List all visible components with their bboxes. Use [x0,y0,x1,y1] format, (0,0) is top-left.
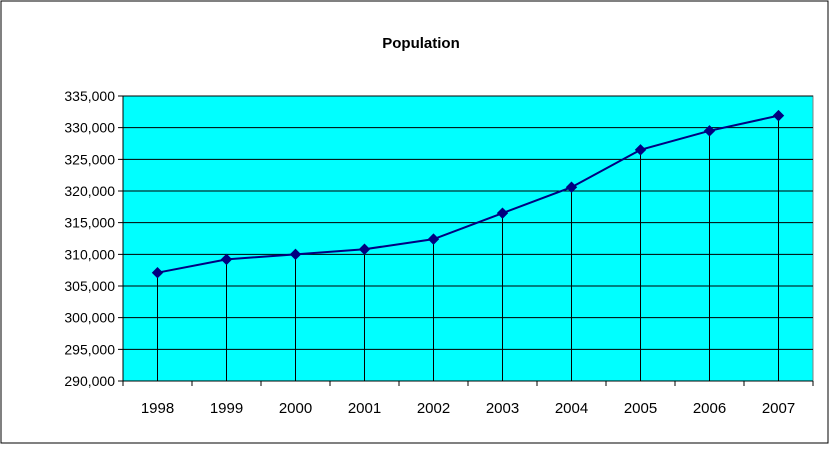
y-tick-label: 300,000 [64,310,115,326]
x-tick-label: 2004 [555,400,588,417]
x-tick-label: 1999 [210,400,243,417]
x-tick-label: 2003 [486,400,519,417]
chart-title: Population [382,35,460,52]
y-axis-labels: 290,000 295,000 300,000 305,000 310,000 315,0… [64,88,115,389]
data-point-marker [358,243,371,255]
x-tick-label: 2007 [762,400,795,417]
y-tick-label: 335,000 [64,88,115,104]
data-point-marker [427,233,440,245]
x-tick-label: 2000 [279,400,312,417]
y-tick-label: 320,000 [64,183,115,199]
data-point-marker [220,253,233,266]
data-point-marker [634,144,647,156]
drop-lines [157,115,779,381]
y-tick-label: 290,000 [64,373,115,389]
x-tick-label: 2001 [348,400,381,417]
x-axis-labels: 1998 1999 2000 2001 2002 2003 2004 2005 2006 2007 [122,381,814,417]
data-point-marker [496,207,509,219]
y-tick-label: 325,000 [64,151,115,167]
data-point-marker [151,266,164,279]
grid-lines [118,95,813,382]
x-tick-label: 1998 [141,400,174,417]
x-tick-label: 2005 [624,400,657,417]
y-tick-label: 305,000 [64,278,115,294]
x-tick-label: 2006 [693,400,726,417]
x-tick-label: 2002 [417,400,450,417]
y-tick-label: 310,000 [64,246,115,262]
data-point-marker [703,125,716,137]
plot-area [122,95,814,382]
data-markers [151,109,785,279]
y-tick-label: 295,000 [64,341,115,357]
data-point-marker [772,109,785,122]
data-point-marker [565,181,578,193]
population-series-line [157,114,779,274]
data-point-marker [289,248,302,261]
y-tick-label: 330,000 [64,120,115,136]
y-tick-label: 315,000 [64,215,115,231]
